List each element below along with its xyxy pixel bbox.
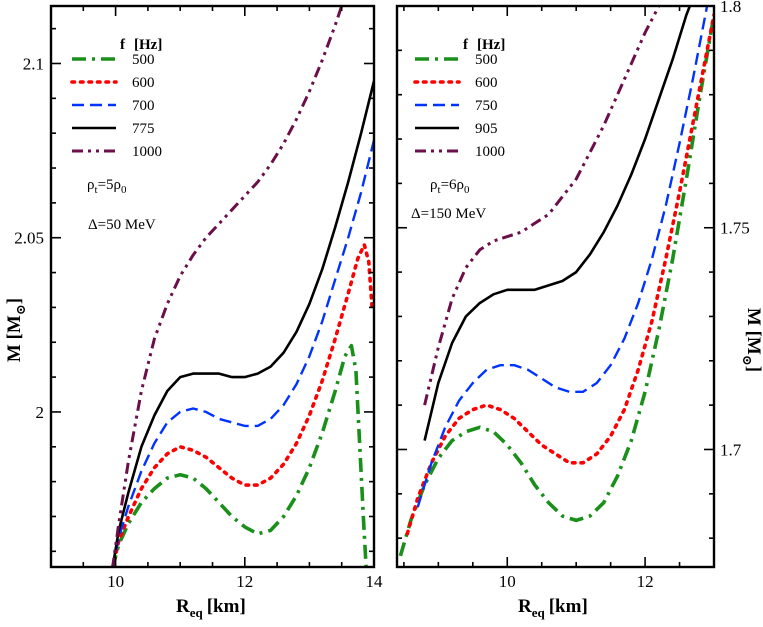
left-legend-label-1000: 1000 <box>132 144 162 160</box>
right-legend-label-600: 600 <box>475 75 498 91</box>
right-series-750-line <box>416 6 709 508</box>
left-y-tick-label: 2.05 <box>14 229 44 248</box>
right-annotation-rho: ρt=6ρ0 <box>430 177 470 196</box>
right-x-tick-label: 10 <box>499 572 516 591</box>
left-x-tick-label: 12 <box>236 572 253 591</box>
right-y-axis-label: M [M⊙] <box>740 308 763 372</box>
left-x-tick-label: 14 <box>366 572 384 591</box>
right-y-tick-label: 1.7 <box>720 440 742 459</box>
right-legend-title: f <box>463 37 469 53</box>
right-series-500-line <box>398 14 714 557</box>
right-x-tick-label: 12 <box>637 572 654 591</box>
left-plot-frame <box>49 4 376 569</box>
left-y-tick-label: 2 <box>36 403 45 422</box>
left-series-775-line <box>111 80 374 567</box>
left-panel: 10 12 14 2 2.05 2.1 f [Hz]500 600 700 775 1000 ρt=… <box>4 4 383 620</box>
right-legend-unit: [Hz] <box>477 37 505 53</box>
right-annotation-delta: Δ=150 MeV <box>411 206 486 222</box>
right-series-905-line <box>423 6 692 441</box>
left-annotation-delta: Δ=50 MeV <box>88 217 156 233</box>
left-legend-label-700: 700 <box>132 98 155 114</box>
right-y-tick-label: 1.8 <box>720 0 741 16</box>
left-legend-label-500: 500 <box>132 52 155 68</box>
right-x-axis-label: Req [km] <box>518 596 588 620</box>
left-legend-unit: [Hz] <box>134 37 162 53</box>
left-x-tick-label: 10 <box>107 572 124 591</box>
right-legend-label-1000: 1000 <box>475 144 505 160</box>
left-x-axis-label: Req [km] <box>176 596 246 620</box>
left-y-tick-label: 2.1 <box>23 54 44 73</box>
right-legend-label-750: 750 <box>475 98 498 114</box>
left-annotation-rho: ρt=5ρ0 <box>87 177 127 196</box>
left-tick-marks <box>50 6 375 567</box>
left-legend-title: f <box>120 37 126 53</box>
left-series-1000-line <box>111 6 344 567</box>
right-series-1000-line <box>423 6 661 406</box>
right-panel: 10 12 1.7 1.75 1.8 f [Hz]500 600 750 905 1000 ρt=… <box>395 0 763 620</box>
left-series-700-line <box>111 139 374 567</box>
left-legend: f [Hz]500 600 700 775 1000 <box>70 37 162 160</box>
left-series-500-line <box>110 343 368 567</box>
right-legend-label-500: 500 <box>475 52 498 68</box>
left-series-group <box>110 6 374 567</box>
right-plot-frame <box>395 4 716 569</box>
right-series-600-line <box>405 13 714 536</box>
right-legend-label-905: 905 <box>475 121 498 137</box>
right-legend: f [Hz]500 600 750 905 1000 <box>413 37 505 160</box>
right-series-group <box>398 6 714 557</box>
left-legend-label-600: 600 <box>132 75 155 91</box>
right-tick-labels: 10 12 1.7 1.75 1.8 <box>499 0 750 591</box>
left-series-600-line <box>110 242 374 567</box>
left-y-axis-label: M [M⊙] <box>4 298 28 362</box>
right-y-tick-label: 1.75 <box>720 219 750 238</box>
left-tick-labels: 10 12 14 2 2.05 2.1 <box>14 54 383 591</box>
left-legend-label-775: 775 <box>132 121 155 137</box>
